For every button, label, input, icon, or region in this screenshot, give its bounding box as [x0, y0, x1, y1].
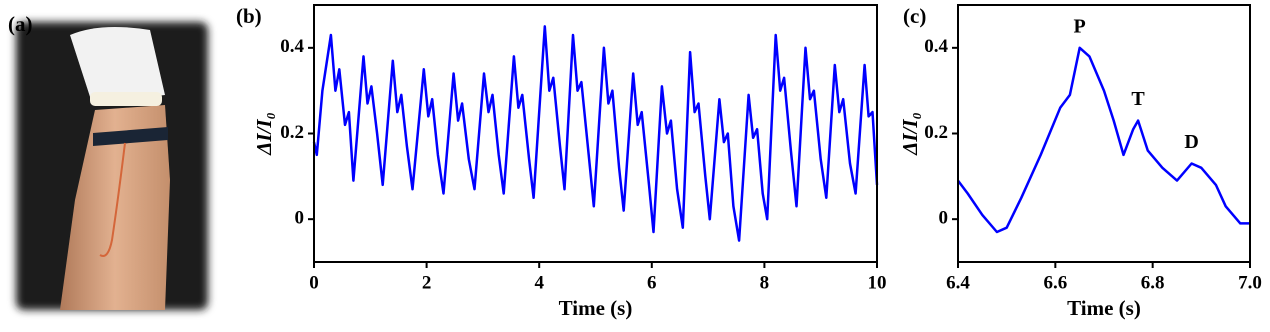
y-tick-label: 0 [295, 208, 305, 229]
panel-label: (a) [8, 12, 33, 36]
y-tick-label: 0 [939, 208, 949, 229]
y-tick-label: 0.4 [924, 36, 948, 57]
panel-label: (c) [903, 4, 926, 28]
x-tick-label: 8 [760, 272, 770, 293]
x-tick-label: 2 [422, 272, 432, 293]
peak-annotation: T [1131, 88, 1145, 110]
peak-annotation: D [1184, 131, 1198, 153]
x-tick-label: 7.0 [1238, 272, 1262, 293]
x-tick-label: 0 [309, 272, 319, 293]
x-tick-label: 6.8 [1141, 272, 1165, 293]
x-tick-label: 6 [647, 272, 657, 293]
x-tick-label: 4 [534, 272, 544, 293]
signal-line [312, 25, 879, 242]
plot-frame [313, 4, 878, 263]
photo [16, 22, 208, 310]
y-tick-label: 0.2 [280, 122, 304, 143]
x-tick-label: 6.4 [946, 272, 970, 293]
x-axis-label: Time (s) [1067, 296, 1141, 320]
plot-frame [957, 4, 1251, 263]
y-tick-label: 0.2 [924, 122, 948, 143]
y-axis-label: ΔI/I₀ [252, 112, 276, 156]
y-axis-label: ΔI/I₀ [898, 112, 922, 156]
y-tick-label: 0.4 [280, 36, 304, 57]
x-tick-label: 6.6 [1043, 272, 1067, 293]
panel-label: (b) [236, 4, 262, 28]
signal-line [957, 46, 1250, 234]
x-axis-label: Time (s) [559, 296, 633, 320]
x-tick-label: 10 [868, 272, 887, 293]
peak-annotation: P [1074, 15, 1086, 37]
